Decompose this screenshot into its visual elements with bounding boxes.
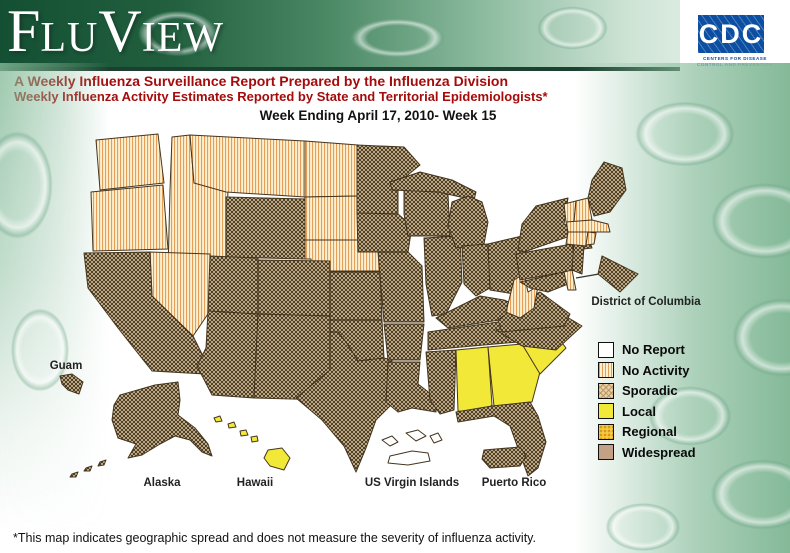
report-subtitle-1: A Weekly Influenza Surveillance Report P… bbox=[14, 73, 509, 89]
virus-cell-decoration bbox=[340, 14, 455, 62]
virus-cell-decoration bbox=[130, 6, 225, 61]
header-band bbox=[0, 0, 790, 67]
legend-swatch bbox=[598, 362, 614, 378]
virus-cell-decoration bbox=[625, 95, 745, 173]
state-HI bbox=[250, 435, 259, 443]
state-LA bbox=[385, 361, 437, 413]
state-OR bbox=[90, 184, 169, 252]
logo-letter: IEW bbox=[141, 15, 225, 61]
cdc-logo-box: CDC bbox=[698, 15, 764, 53]
state-IN bbox=[461, 243, 491, 297]
virus-cell-decoration bbox=[530, 2, 615, 54]
legend-item: Sporadic bbox=[598, 382, 696, 399]
cdc-acronym: CDC bbox=[698, 18, 764, 49]
week-ending-title: Week Ending April 17, 2010- Week 15 bbox=[259, 108, 497, 123]
state-WY bbox=[225, 196, 306, 260]
territory-puerto-rico bbox=[481, 446, 527, 469]
territory-usvi bbox=[429, 432, 443, 444]
legend-item: No Activity bbox=[598, 362, 696, 379]
cdc-tagline: CENTERS FOR DISEASE bbox=[703, 56, 767, 61]
legend-label: Sporadic bbox=[622, 383, 678, 398]
state-MT bbox=[189, 134, 306, 198]
report-subtitle-2: Weekly Influenza Activity Estimates Repo… bbox=[14, 89, 548, 104]
legend-swatch bbox=[598, 403, 614, 419]
logo-letter: LU bbox=[40, 15, 99, 61]
legend-item: Widespread bbox=[598, 444, 696, 461]
state-UT bbox=[207, 255, 259, 315]
state-TX bbox=[295, 331, 393, 473]
state-WA bbox=[95, 133, 165, 191]
state-RI bbox=[585, 231, 597, 246]
state-CT bbox=[565, 231, 589, 247]
state-ND bbox=[304, 140, 359, 198]
state-ME bbox=[587, 161, 627, 217]
legend-item: Regional bbox=[598, 423, 696, 440]
legend-label: Local bbox=[622, 403, 656, 419]
map-label-guam: Guam bbox=[49, 360, 83, 372]
logo-letter: F bbox=[7, 0, 41, 64]
logo-letter: V bbox=[98, 0, 142, 64]
dc-callout-line bbox=[575, 273, 600, 279]
legend-swatch bbox=[598, 423, 614, 440]
virus-cell-decoration bbox=[700, 452, 790, 537]
legend-label: No Activity bbox=[622, 362, 690, 378]
state-AL bbox=[455, 346, 493, 415]
state-HI bbox=[239, 429, 249, 437]
legend-item: Local bbox=[598, 403, 696, 420]
state-CO bbox=[257, 259, 331, 317]
map-label-district-of-columbia: District of Columbia bbox=[591, 296, 701, 308]
map-label-hawaii: Hawaii bbox=[236, 477, 274, 489]
legend-label: Regional bbox=[622, 424, 677, 439]
state-AR bbox=[383, 323, 425, 361]
state-MD bbox=[519, 271, 569, 293]
state-HI bbox=[227, 421, 237, 429]
state-AZ bbox=[196, 310, 259, 399]
legend-label: No Report bbox=[622, 342, 685, 357]
state-AK-aleutians bbox=[69, 471, 79, 478]
map-label-alaska: Alaska bbox=[143, 477, 181, 489]
state-MA bbox=[565, 219, 611, 233]
state-HI-big-island bbox=[263, 447, 291, 471]
territory-usvi bbox=[387, 450, 431, 466]
state-NJ bbox=[571, 241, 585, 275]
legend-swatch bbox=[598, 382, 614, 399]
fluview-logo: FLUVIEW bbox=[7, 0, 224, 78]
state-MS bbox=[425, 349, 457, 415]
map-label-us-virgin-islands: US Virgin Islands bbox=[364, 477, 460, 489]
state-DE bbox=[563, 269, 577, 291]
legend-swatch bbox=[598, 341, 614, 358]
header-divider bbox=[0, 67, 686, 71]
state-KS bbox=[329, 271, 383, 321]
state-AK-aleutians bbox=[97, 459, 107, 467]
state-IA bbox=[356, 212, 413, 253]
legend-label: Widespread bbox=[622, 444, 696, 460]
territory-usvi bbox=[381, 435, 399, 447]
virus-cell-decoration bbox=[598, 498, 688, 553]
legend-item: No Report bbox=[598, 341, 696, 358]
state-HI bbox=[213, 415, 223, 423]
state-MI bbox=[447, 195, 489, 249]
map-label-puerto-rico: Puerto Rico bbox=[481, 477, 547, 489]
map-footnote: *This map indicates geographic spread an… bbox=[13, 531, 536, 545]
state-MI-upper bbox=[389, 171, 477, 201]
virus-cell-decoration bbox=[640, 380, 740, 452]
territory-guam bbox=[59, 373, 84, 395]
legend-swatch bbox=[598, 444, 614, 460]
state-AK bbox=[111, 381, 213, 459]
territory-usvi bbox=[405, 429, 427, 442]
state-MO bbox=[377, 251, 425, 323]
activity-legend: No Report No Activity Sporadic Local Reg… bbox=[598, 341, 696, 461]
state-SD bbox=[304, 195, 363, 241]
state-AK-aleutians bbox=[83, 465, 93, 472]
state-DC bbox=[597, 255, 639, 293]
